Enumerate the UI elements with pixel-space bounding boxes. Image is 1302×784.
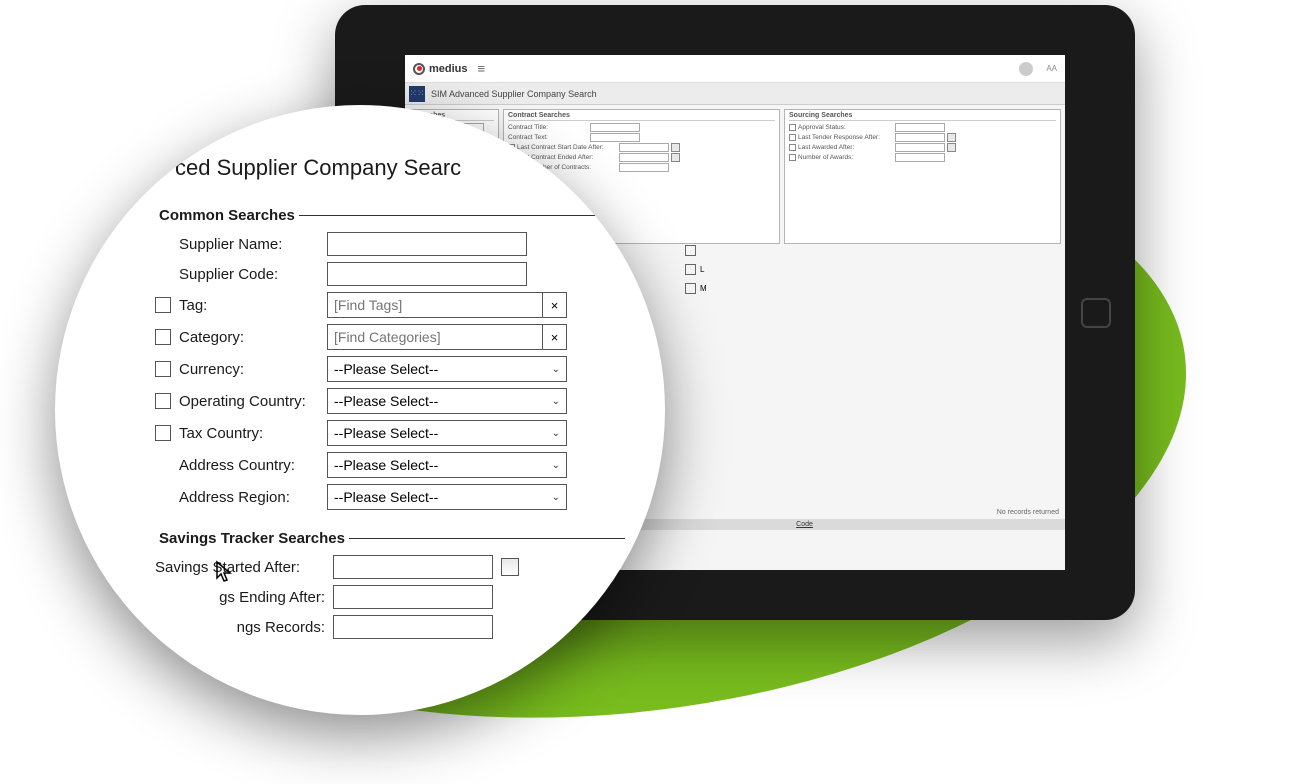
mini-input[interactable] [895,133,945,142]
checkbox[interactable] [685,283,696,294]
hamburger-icon[interactable]: ≡ [478,61,486,76]
currency-label: Currency: [179,361,319,378]
mini-input[interactable] [619,143,669,152]
supplier-name-input[interactable] [327,232,527,256]
mini-input[interactable] [619,163,669,172]
panel-title: Contract Searches [508,112,775,121]
checkbox[interactable] [789,134,796,141]
cursor-icon [215,560,235,584]
calendar-icon[interactable] [947,143,956,152]
common-searches-group: Common Searches Supplier Name: Supplier … [155,207,625,516]
panel-sourcing-searches: Sourcing Searches Approval Status: Last … [784,109,1061,244]
savings-ending-input[interactable] [333,585,493,609]
clear-icon[interactable]: × [543,292,567,318]
savings-ending-label: gs Ending After: [155,589,325,606]
calendar-icon[interactable] [671,143,680,152]
mini-input[interactable] [895,123,945,132]
label: Last Tender Response After: [798,134,893,141]
tag-label: Tag: [179,297,319,314]
mini-input[interactable] [895,153,945,162]
chevron-down-icon: ⌄ [552,492,560,503]
savings-records-label: ngs Records: [155,619,325,636]
logo-mark-icon [413,63,425,75]
operating-country-label: Operating Country: [179,393,319,410]
chevron-down-icon: ⌄ [552,460,560,471]
brand-logo[interactable]: medius [413,63,468,75]
label: Number of Awards: [798,154,893,161]
currency-select[interactable]: --Please Select--⌄ [327,356,567,382]
mini-input[interactable] [590,123,640,132]
operating-country-checkbox[interactable] [155,393,171,409]
checkbox[interactable] [685,245,696,256]
magnifier-lens: ced Supplier Company Searc Common Search… [55,105,665,715]
category-finder-input[interactable] [327,324,543,350]
chevron-down-icon: ⌄ [552,396,560,407]
supplier-name-label: Supplier Name: [179,236,319,253]
checkbox[interactable] [789,124,796,131]
operating-country-select[interactable]: --Please Select--⌄ [327,388,567,414]
label: Contract Title: [508,124,588,131]
label: Contract Text: [508,134,588,141]
tax-country-select[interactable]: --Please Select--⌄ [327,420,567,446]
category-label: Category: [179,329,319,346]
user-initials: AA [1046,64,1057,73]
savings-records-input[interactable] [333,615,493,639]
savings-tracker-group: Savings Tracker Searches Savings Started… [155,530,625,645]
tag-finder-input[interactable] [327,292,543,318]
label: Last Contract Start Date After: [517,144,617,151]
chevron-down-icon: ⌄ [552,364,560,375]
supplier-code-label: Supplier Code: [179,266,319,283]
mini-input[interactable] [590,133,640,142]
currency-checkbox[interactable] [155,361,171,377]
brand-name: medius [429,63,468,75]
address-country-select[interactable]: --Please Select--⌄ [327,452,567,478]
page-subheader: ⁙⁙ SIM Advanced Supplier Company Search [405,83,1065,105]
label: Last Awarded After: [798,144,893,151]
savings-started-input[interactable] [333,555,493,579]
tax-country-checkbox[interactable] [155,425,171,441]
mini-input[interactable] [895,143,945,152]
checkbox[interactable] [685,264,696,275]
col-code[interactable]: Code [796,521,813,528]
app-header: medius ≡ AA [405,55,1065,83]
category-checkbox[interactable] [155,329,171,345]
address-region-label: Address Region: [179,489,319,506]
address-country-label: Address Country: [179,457,319,474]
checkbox[interactable] [789,144,796,151]
savings-tracker-legend: Savings Tracker Searches [155,530,349,547]
mini-input[interactable] [619,153,669,162]
tablet-home-button[interactable] [1081,298,1111,328]
address-region-select[interactable]: --Please Select--⌄ [327,484,567,510]
apps-grid-icon[interactable]: ⁙⁙ [409,86,425,102]
calendar-icon[interactable] [501,558,519,576]
savings-started-label: Savings Started After: [155,559,325,576]
chevron-down-icon: ⌄ [552,428,560,439]
calendar-icon[interactable] [947,133,956,142]
clear-icon[interactable]: × [543,324,567,350]
tax-country-label: Tax Country: [179,425,319,442]
panel-title: Sourcing Searches [789,112,1056,121]
checkbox[interactable] [789,154,796,161]
user-avatar[interactable] [1019,62,1033,76]
label: Approval Status: [798,124,893,131]
calendar-icon[interactable] [671,153,680,162]
common-searches-legend: Common Searches [155,207,299,224]
tag-checkbox[interactable] [155,297,171,313]
page-title: SIM Advanced Supplier Company Search [431,89,597,99]
supplier-code-input[interactable] [327,262,527,286]
